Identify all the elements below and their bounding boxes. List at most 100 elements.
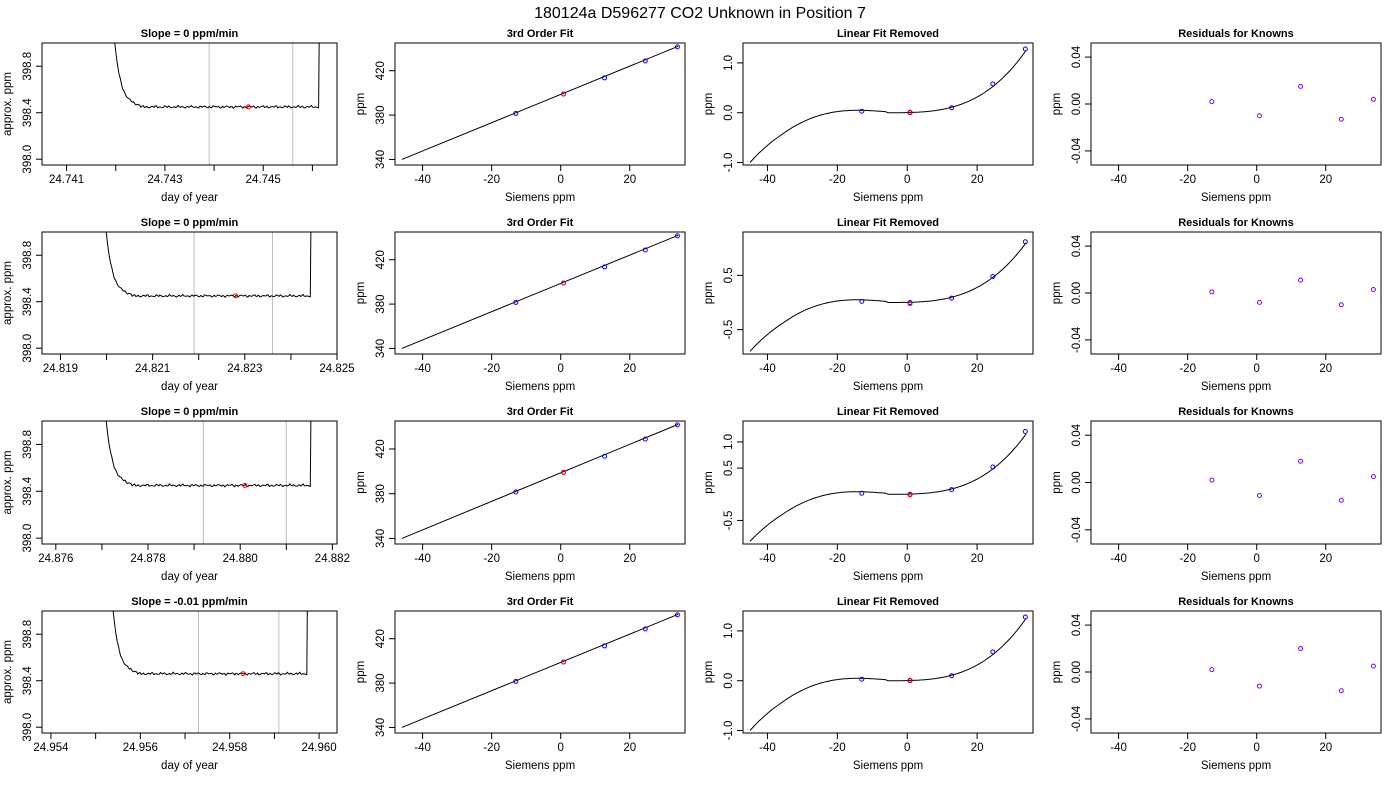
x-tick-label: 20 bbox=[971, 363, 984, 375]
known-point bbox=[949, 105, 955, 111]
known-point bbox=[513, 110, 519, 116]
y-axis-label: approx. ppm bbox=[2, 72, 14, 136]
unknown-point bbox=[907, 301, 913, 307]
x-axis-label: day of year bbox=[161, 571, 218, 583]
x-tick-label: -40 bbox=[1110, 363, 1127, 375]
known-point bbox=[602, 264, 608, 270]
y-tick-label: 0.00 bbox=[1071, 93, 1083, 115]
y-axis-label: ppm bbox=[703, 93, 715, 115]
x-tick-label: 0 bbox=[904, 553, 910, 565]
fit-line bbox=[401, 613, 679, 728]
residual-point bbox=[1338, 116, 1344, 122]
x-tick-label: 0 bbox=[1254, 363, 1260, 375]
x-axis-label: Siemens ppm bbox=[853, 192, 923, 204]
x-tick-label: 0 bbox=[1254, 742, 1260, 754]
y-tick-label: -0.04 bbox=[1071, 516, 1083, 543]
unknown-point bbox=[560, 659, 566, 665]
fit-panel: 3rd Order Fit Siemens ppm ppm -40 -20 0 20 340 3… bbox=[355, 28, 686, 204]
residual-point bbox=[1298, 277, 1304, 283]
plot-frame bbox=[394, 42, 686, 166]
y-tick-label: -0.04 bbox=[1071, 705, 1083, 732]
x-tick-label: -40 bbox=[759, 553, 776, 565]
panel-title: Slope = 0 ppm/min bbox=[141, 28, 239, 40]
x-tick-label: 20 bbox=[623, 742, 636, 754]
x-tick-label: 0 bbox=[1254, 174, 1260, 186]
plot-frame bbox=[742, 42, 1034, 166]
y-tick-label: 380 bbox=[375, 105, 387, 124]
x-tick-label: 24.741 bbox=[49, 174, 84, 186]
x-tick-label: 0 bbox=[904, 363, 910, 375]
x-tick-label: -40 bbox=[414, 553, 431, 565]
known-point bbox=[602, 453, 608, 459]
known-point bbox=[990, 273, 996, 279]
x-tick-label: 20 bbox=[623, 174, 636, 186]
x-axis-label: Siemens ppm bbox=[1201, 381, 1271, 393]
residuals-panel: Residuals for Knowns Siemens ppm ppm -40 -20… bbox=[1051, 28, 1382, 204]
y-tick-label: 0.5 bbox=[723, 460, 735, 476]
y-axis-label: ppm bbox=[1051, 471, 1063, 493]
known-point bbox=[674, 44, 680, 50]
x-tick-label: -20 bbox=[483, 363, 500, 375]
plot-frame bbox=[394, 231, 686, 355]
x-tick-label: -40 bbox=[414, 363, 431, 375]
x-axis-label: Siemens ppm bbox=[1201, 571, 1271, 583]
y-tick-label: -0.04 bbox=[1071, 326, 1083, 353]
y-tick-label: 420 bbox=[375, 629, 387, 648]
known-point bbox=[602, 643, 608, 649]
plot-frame bbox=[41, 610, 338, 734]
known-point bbox=[1022, 239, 1028, 245]
known-point bbox=[990, 649, 996, 655]
y-axis-label: approx. ppm bbox=[2, 451, 14, 515]
y-tick-label: 340 bbox=[375, 339, 387, 358]
x-axis-label: day of year bbox=[161, 381, 218, 393]
y-axis-label: ppm bbox=[355, 282, 367, 304]
y-tick-label: 0.04 bbox=[1071, 234, 1083, 257]
y-tick-label: 340 bbox=[375, 529, 387, 548]
x-axis-label: Siemens ppm bbox=[853, 571, 923, 583]
y-tick-label: 398.0 bbox=[22, 713, 34, 742]
known-point bbox=[642, 58, 648, 64]
x-tick-label: 24.821 bbox=[135, 363, 170, 375]
x-tick-label: -20 bbox=[1179, 174, 1196, 186]
residual-point bbox=[1209, 477, 1215, 483]
y-tick-label: 1.0 bbox=[723, 623, 735, 639]
known-point bbox=[1022, 614, 1028, 620]
x-tick-label: 0 bbox=[1254, 553, 1260, 565]
y-tick-label: 398.0 bbox=[22, 524, 34, 553]
x-axis-label: Siemens ppm bbox=[505, 571, 575, 583]
known-point bbox=[949, 295, 955, 301]
x-tick-label: 20 bbox=[623, 553, 636, 565]
known-point bbox=[949, 673, 955, 679]
x-axis-label: Siemens ppm bbox=[505, 760, 575, 772]
unknown-point bbox=[907, 109, 913, 115]
unknown-marker bbox=[242, 482, 248, 488]
trace-panel: Slope = 0 ppm/min day of year approx. ppm 2… bbox=[2, 217, 355, 393]
x-tick-label: 24.743 bbox=[147, 174, 182, 186]
unknown-marker bbox=[246, 104, 251, 110]
x-tick-label: 24.878 bbox=[130, 553, 165, 565]
residual-point bbox=[1209, 289, 1215, 295]
panel-title: Linear Fit Removed bbox=[837, 406, 939, 418]
x-tick-label: -20 bbox=[483, 742, 500, 754]
y-tick-label: 398.4 bbox=[22, 476, 34, 505]
y-tick-label: 420 bbox=[375, 439, 387, 458]
trace-line bbox=[114, 43, 320, 110]
panel-title: Slope = 0 ppm/min bbox=[141, 217, 239, 229]
x-tick-label: -20 bbox=[1179, 553, 1196, 565]
known-point bbox=[990, 81, 996, 87]
x-tick-label: 24.823 bbox=[227, 363, 262, 375]
plot-frame bbox=[742, 231, 1034, 355]
y-tick-label: 0.0 bbox=[723, 673, 735, 689]
plot-frame bbox=[1090, 231, 1382, 355]
y-tick-label: 0.0 bbox=[723, 105, 735, 121]
unknown-point bbox=[560, 469, 566, 475]
x-axis-label: Siemens ppm bbox=[1201, 192, 1271, 204]
residual-point bbox=[1370, 474, 1376, 480]
residual-curve bbox=[749, 242, 1027, 352]
plot-frame bbox=[394, 610, 686, 734]
known-point bbox=[859, 490, 865, 496]
y-tick-label: 398.8 bbox=[22, 52, 34, 81]
x-tick-label: -20 bbox=[829, 553, 846, 565]
fit-panel: 3rd Order Fit Siemens ppm ppm -40 -20 0 20 340 3… bbox=[355, 217, 686, 393]
residual-point bbox=[1370, 96, 1376, 102]
